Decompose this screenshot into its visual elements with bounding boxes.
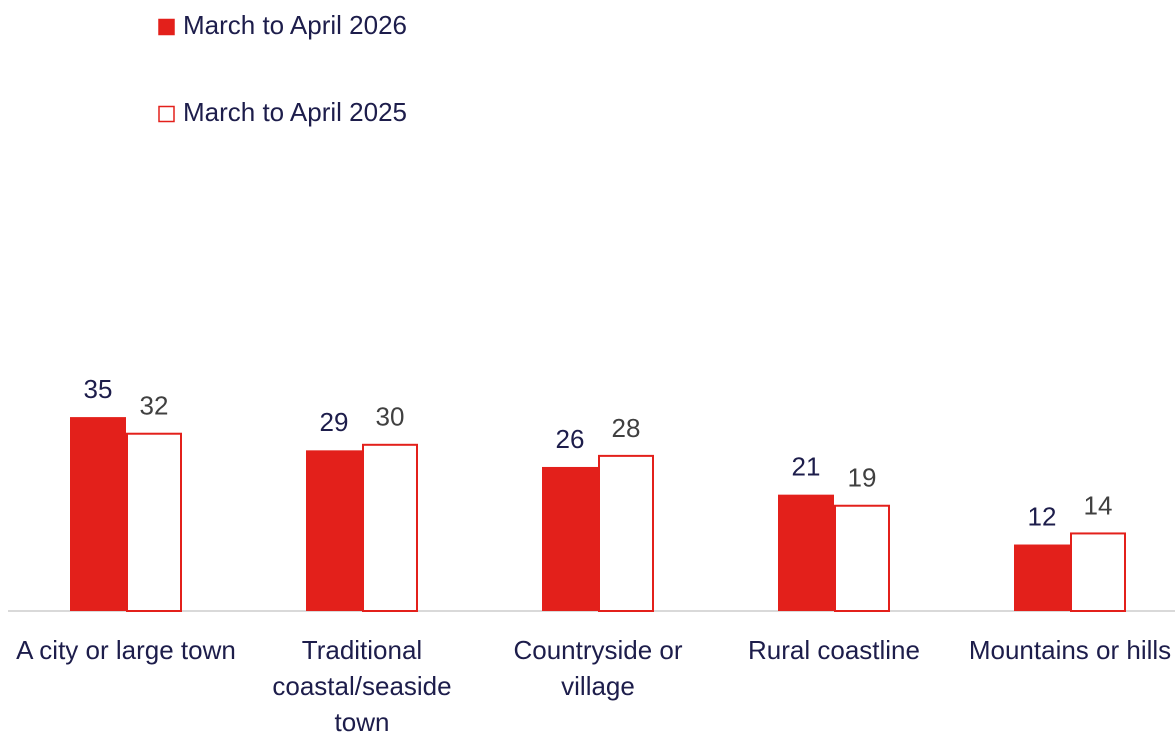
- legend-label: March to April 2026: [183, 10, 407, 40]
- x-tick-label-line: Traditional: [302, 635, 422, 665]
- x-tick-label: A city or large town: [16, 635, 236, 665]
- x-tick-label: Mountains or hills: [969, 635, 1171, 665]
- bar: [598, 454, 654, 612]
- data-label: 28: [612, 413, 641, 443]
- legend-swatch: [158, 105, 175, 123]
- x-tick-label: Rural coastline: [748, 635, 920, 665]
- bar: [542, 466, 598, 611]
- data-label: 30: [376, 402, 405, 432]
- x-tick-label-line: coastal/seaside: [272, 671, 451, 701]
- data-label: 12: [1028, 501, 1057, 531]
- bar: [778, 494, 834, 611]
- data-label: 19: [848, 463, 877, 493]
- x-tick-label: Countryside or village: [513, 635, 682, 701]
- data-label: 21: [792, 452, 821, 482]
- x-tick-label: Traditional coastal/seaside town: [272, 635, 451, 735]
- bar: [306, 450, 362, 611]
- x-tick-label-line: village: [561, 671, 635, 701]
- data-label: 32: [140, 391, 169, 421]
- legend-label: March to April 2025: [183, 97, 407, 127]
- data-label: 29: [320, 407, 349, 437]
- bar: [126, 432, 182, 612]
- data-label: 14: [1084, 490, 1113, 520]
- bar: [362, 443, 418, 612]
- x-tick-label-line: Mountains or hills: [969, 635, 1171, 665]
- bar: [1014, 544, 1070, 611]
- bar: [1070, 532, 1126, 612]
- bar: [834, 504, 890, 612]
- x-tick-label-line: A city or large town: [16, 635, 236, 665]
- bar: [70, 417, 126, 611]
- legend-swatch: [158, 18, 175, 36]
- data-label: 35: [84, 374, 113, 404]
- data-label: 26: [556, 424, 585, 454]
- x-tick-label-line: Countryside or: [513, 635, 682, 665]
- x-tick-label-line: town: [335, 707, 390, 735]
- x-tick-label-line: Rural coastline: [748, 635, 920, 665]
